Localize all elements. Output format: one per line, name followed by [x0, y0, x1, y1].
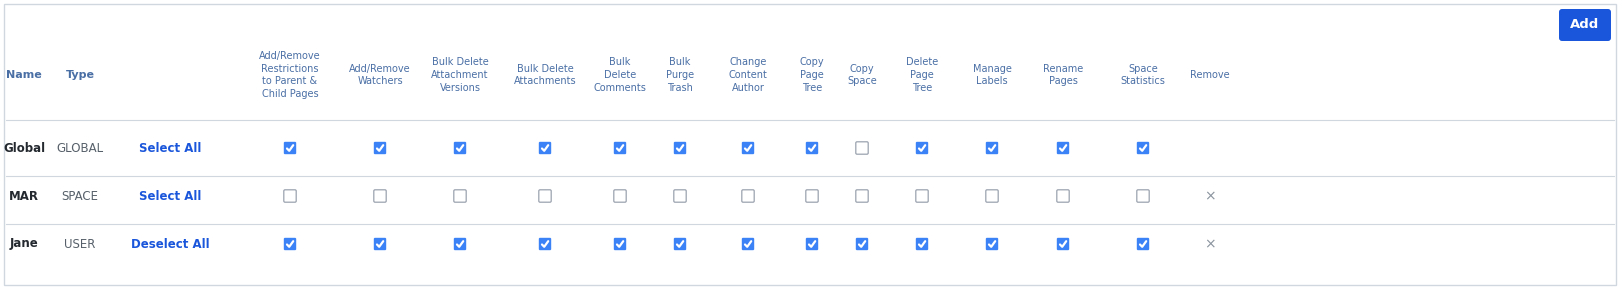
Text: Bulk Delete
Attachment
Versions: Bulk Delete Attachment Versions — [431, 57, 489, 93]
FancyBboxPatch shape — [855, 142, 868, 154]
FancyBboxPatch shape — [1056, 190, 1069, 202]
FancyBboxPatch shape — [539, 142, 551, 154]
FancyBboxPatch shape — [614, 142, 627, 154]
Text: Name: Name — [6, 70, 42, 80]
FancyBboxPatch shape — [805, 142, 818, 154]
Text: Add: Add — [1570, 18, 1599, 32]
FancyBboxPatch shape — [539, 238, 551, 250]
FancyBboxPatch shape — [987, 238, 998, 250]
FancyBboxPatch shape — [539, 190, 551, 202]
Text: Select All: Select All — [139, 190, 201, 203]
Text: Global: Global — [3, 142, 45, 155]
Text: Remove: Remove — [1191, 70, 1230, 80]
FancyBboxPatch shape — [915, 142, 928, 154]
FancyBboxPatch shape — [1056, 142, 1069, 154]
Text: Bulk
Purge
Trash: Bulk Purge Trash — [666, 57, 693, 93]
Text: Select All: Select All — [139, 142, 201, 155]
FancyBboxPatch shape — [855, 238, 868, 250]
Text: MAR: MAR — [10, 190, 39, 203]
Text: Type: Type — [65, 70, 94, 80]
FancyBboxPatch shape — [674, 238, 687, 250]
Text: Deselect All: Deselect All — [131, 238, 209, 251]
FancyBboxPatch shape — [674, 142, 687, 154]
FancyBboxPatch shape — [742, 238, 755, 250]
FancyBboxPatch shape — [805, 238, 818, 250]
FancyBboxPatch shape — [1558, 9, 1610, 41]
FancyBboxPatch shape — [742, 190, 755, 202]
FancyBboxPatch shape — [614, 190, 627, 202]
Text: ×: × — [1204, 189, 1217, 203]
Text: Manage
Labels: Manage Labels — [972, 64, 1011, 86]
FancyBboxPatch shape — [284, 142, 296, 154]
Text: Bulk Delete
Attachments: Bulk Delete Attachments — [514, 64, 577, 86]
FancyBboxPatch shape — [915, 238, 928, 250]
FancyBboxPatch shape — [674, 190, 687, 202]
FancyBboxPatch shape — [987, 190, 998, 202]
FancyBboxPatch shape — [284, 190, 296, 202]
Text: Bulk
Delete
Comments: Bulk Delete Comments — [593, 57, 646, 93]
Text: ×: × — [1204, 237, 1217, 251]
FancyBboxPatch shape — [614, 238, 627, 250]
FancyBboxPatch shape — [1137, 190, 1149, 202]
Text: Space
Statistics: Space Statistics — [1121, 64, 1165, 86]
Text: Copy
Page
Tree: Copy Page Tree — [800, 57, 825, 93]
Text: Jane: Jane — [10, 238, 39, 251]
FancyBboxPatch shape — [374, 238, 386, 250]
FancyBboxPatch shape — [987, 142, 998, 154]
Text: USER: USER — [65, 238, 96, 251]
Text: Copy
Space: Copy Space — [847, 64, 876, 86]
Text: Rename
Pages: Rename Pages — [1043, 64, 1084, 86]
FancyBboxPatch shape — [742, 142, 755, 154]
FancyBboxPatch shape — [454, 190, 467, 202]
FancyBboxPatch shape — [454, 238, 467, 250]
FancyBboxPatch shape — [454, 142, 467, 154]
FancyBboxPatch shape — [374, 190, 386, 202]
Text: GLOBAL: GLOBAL — [57, 142, 104, 155]
Text: Add/Remove
Watchers: Add/Remove Watchers — [350, 64, 411, 86]
FancyBboxPatch shape — [1137, 238, 1149, 250]
FancyBboxPatch shape — [1056, 238, 1069, 250]
FancyBboxPatch shape — [374, 142, 386, 154]
FancyBboxPatch shape — [284, 238, 296, 250]
Text: Delete
Page
Tree: Delete Page Tree — [906, 57, 938, 93]
FancyBboxPatch shape — [915, 190, 928, 202]
Text: Change
Content
Author: Change Content Author — [729, 57, 768, 93]
Text: SPACE: SPACE — [62, 190, 99, 203]
FancyBboxPatch shape — [1137, 142, 1149, 154]
Text: Add/Remove
Restrictions
to Parent &
Child Pages: Add/Remove Restrictions to Parent & Chil… — [259, 51, 321, 99]
FancyBboxPatch shape — [805, 190, 818, 202]
FancyBboxPatch shape — [855, 190, 868, 202]
